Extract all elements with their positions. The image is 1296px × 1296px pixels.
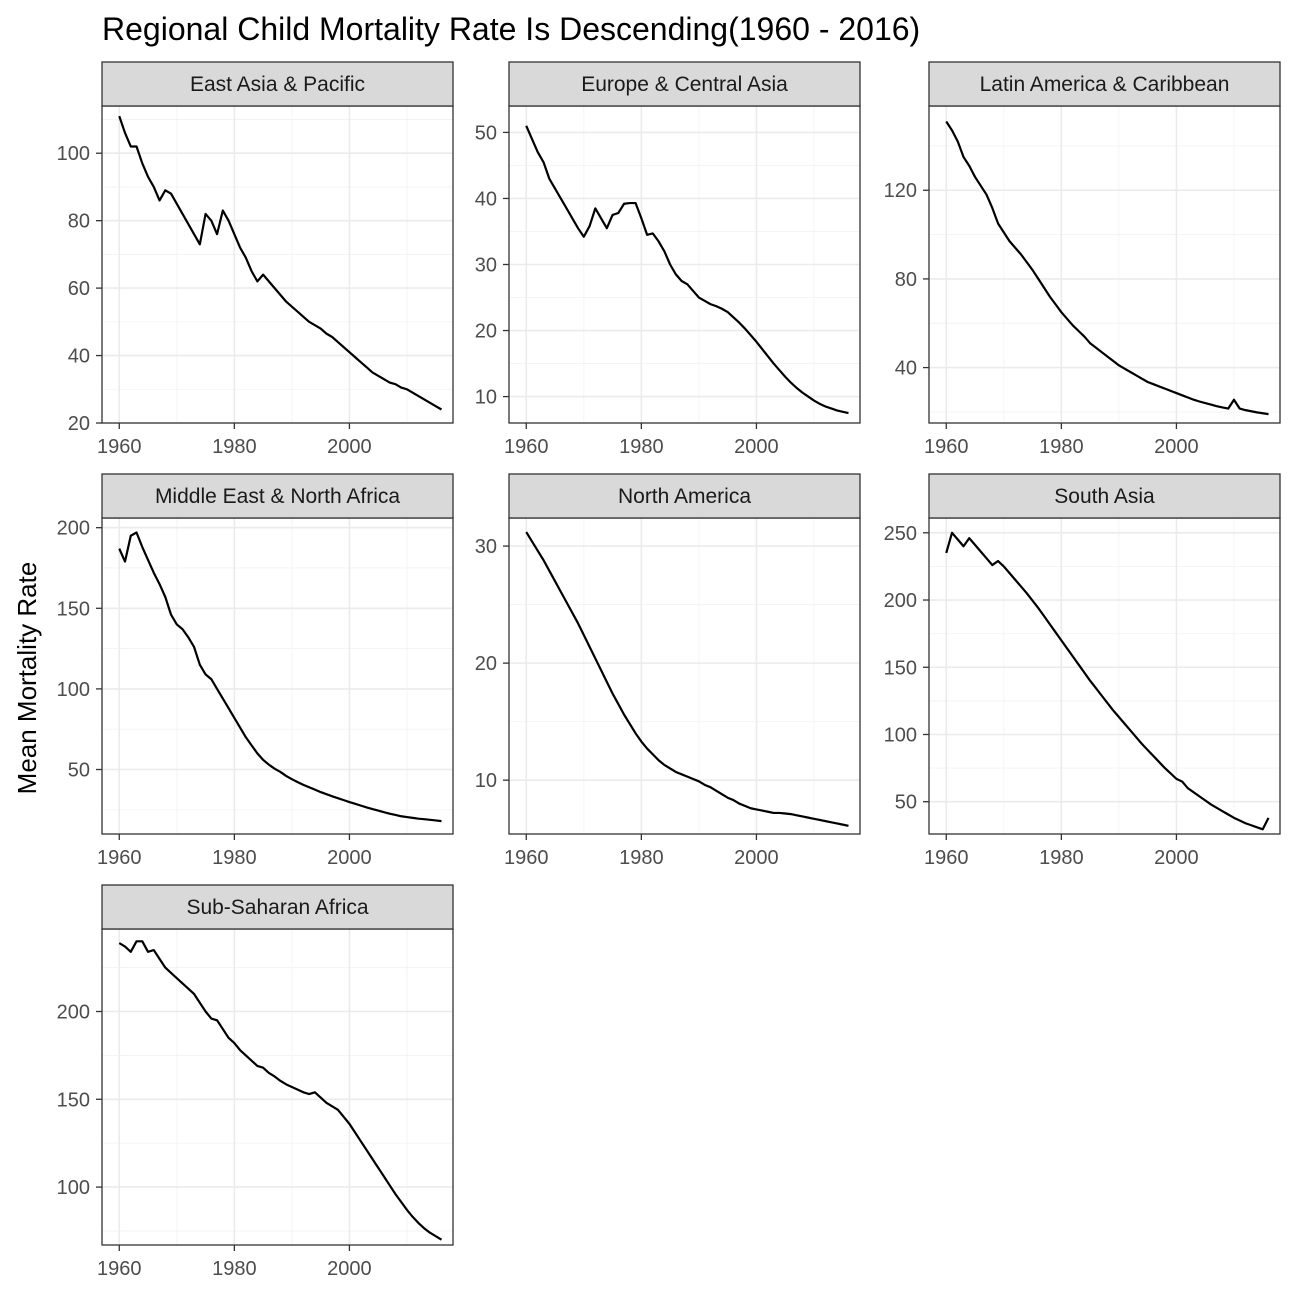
y-tick-label: 40	[68, 346, 90, 368]
x-tick-label: 1960	[504, 436, 549, 458]
series-line-south-asia	[945, 531, 1270, 831]
x-tick-label: 1980	[1039, 436, 1084, 458]
facet-sub-saharan-africa: Sub-Saharan Africa 1960 1980 2000 100 150 200	[57, 884, 454, 1280]
panel-background	[102, 518, 453, 834]
y-tick-label: 100	[57, 679, 90, 701]
x-tick-label: 1980	[1039, 847, 1084, 869]
y-tick-label: 250	[884, 523, 917, 545]
y-tick-label: 150	[57, 598, 90, 620]
x-tick-label: 1960	[504, 847, 549, 869]
x-tick-label: 2000	[1154, 847, 1199, 869]
panel-background	[929, 518, 1280, 834]
panel-background	[102, 106, 453, 423]
facet-south-asia: South Asia 1960 1980 2000 50 100 150 200 250	[884, 473, 1281, 869]
x-tick-label: 1980	[619, 436, 664, 458]
series-line-north-america	[525, 531, 849, 827]
panel-background	[509, 518, 860, 834]
y-tick-label: 50	[68, 760, 90, 782]
series-line-sub-saharan-africa	[118, 940, 443, 1241]
x-tick-label: 1960	[97, 847, 142, 869]
facet-strip-label: Europe & Central Asia	[581, 73, 788, 96]
y-tick-label: 120	[884, 180, 917, 202]
x-tick-label: 2000	[327, 1258, 372, 1280]
series-line-latin-america-and-caribbean	[945, 120, 1269, 416]
facet-strip	[101, 61, 454, 107]
y-tick-label: 10	[475, 387, 497, 409]
y-tick-label: 20	[68, 413, 90, 435]
facet-strip	[928, 473, 1281, 519]
y-tick-label: 200	[884, 590, 917, 612]
facet-strip-label: Latin America & Caribbean	[980, 73, 1230, 96]
y-tick-label: 60	[68, 278, 90, 300]
y-tick-label: 40	[475, 188, 497, 210]
y-tick-label: 20	[475, 653, 497, 675]
x-tick-label: 2000	[734, 436, 779, 458]
facet-strip-label: Sub-Saharan Africa	[186, 896, 368, 919]
y-tick-label: 50	[475, 122, 497, 144]
y-tick-label: 150	[884, 657, 917, 679]
facet-strip-label: Middle East & North Africa	[155, 485, 400, 508]
facet-strip-label: South Asia	[1054, 485, 1155, 508]
y-tick-label: 100	[57, 143, 90, 165]
y-tick-label: 100	[57, 1177, 90, 1199]
series-line-east-asia-and-pacific	[118, 115, 443, 411]
y-tick-label: 10	[475, 770, 497, 792]
y-tick-label: 80	[68, 211, 90, 233]
x-tick-label: 2000	[327, 847, 372, 869]
facet-europe-and-central-asia: Europe & Central Asia 1960 1980 2000 10 20 30 4…	[475, 61, 861, 458]
x-tick-label: 1980	[212, 847, 257, 869]
y-tick-label: 50	[895, 792, 917, 814]
facet-strip-label: North America	[618, 485, 751, 508]
y-tick-label: 40	[895, 358, 917, 380]
y-tick-label: 30	[475, 536, 497, 558]
y-tick-label: 100	[884, 724, 917, 746]
x-tick-label: 1960	[97, 436, 142, 458]
facet-east-asia-and-pacific: East Asia & Pacific 1960 1980 2000 20 40 60 80 1…	[57, 61, 454, 458]
y-axis-label: Mean Mortality Rate	[12, 562, 42, 795]
panel-background	[102, 929, 453, 1245]
y-tick-label: 150	[57, 1089, 90, 1111]
y-tick-label: 80	[895, 269, 917, 291]
panel-background	[929, 106, 1280, 423]
x-tick-label: 1960	[924, 847, 969, 869]
facet-strip-label: East Asia & Pacific	[190, 73, 365, 96]
facet-panels: East Asia & Pacific 1960 1980 2000 20 40 60 80 1…	[57, 61, 1281, 1280]
y-tick-label: 30	[475, 255, 497, 277]
series-line-middle-east-and-north-africa	[118, 531, 442, 823]
facet-latin-america-and-caribbean: Latin America & Caribbean 1960 1980 2000 40 8…	[884, 61, 1281, 458]
x-tick-label: 1960	[97, 1258, 142, 1280]
x-tick-label: 1960	[924, 436, 969, 458]
x-tick-label: 1980	[619, 847, 664, 869]
x-tick-label: 1980	[212, 1258, 257, 1280]
facet-strip	[101, 473, 454, 519]
chart-title: Regional Child Mortality Rate Is Descend…	[102, 11, 920, 47]
facet-strip	[508, 473, 861, 519]
facet-strip	[928, 61, 1281, 107]
x-tick-label: 2000	[1154, 436, 1199, 458]
y-tick-label: 200	[57, 1002, 90, 1024]
x-tick-label: 2000	[327, 436, 372, 458]
facet-north-america: North America 1960 1980 2000 10 20 30	[475, 473, 861, 869]
facet-middle-east-and-north-africa: Middle East & North Africa 1960 1980 2000 50…	[57, 473, 454, 869]
x-tick-label: 2000	[734, 847, 779, 869]
facet-strip	[101, 884, 454, 930]
x-tick-label: 1980	[212, 436, 257, 458]
series-line-europe-and-central-asia	[525, 125, 849, 415]
y-tick-label: 200	[57, 518, 90, 540]
y-tick-label: 20	[475, 321, 497, 343]
facet-strip	[508, 61, 861, 107]
